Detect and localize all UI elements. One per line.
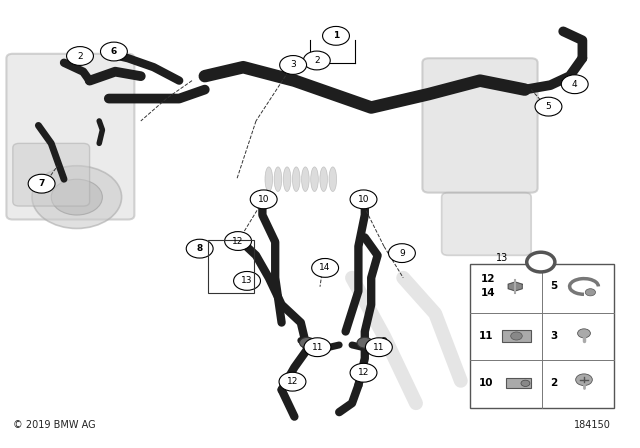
Circle shape [100, 42, 127, 61]
Text: 10: 10 [479, 378, 493, 388]
Circle shape [575, 374, 593, 386]
Text: 3: 3 [550, 331, 557, 341]
Circle shape [365, 338, 392, 357]
Bar [208, 240, 254, 293]
Circle shape [32, 166, 122, 228]
FancyBboxPatch shape [6, 54, 134, 220]
Circle shape [250, 190, 277, 209]
Text: 11: 11 [312, 343, 323, 352]
FancyBboxPatch shape [13, 143, 90, 206]
Circle shape [312, 258, 339, 277]
Circle shape [532, 256, 549, 268]
Circle shape [535, 97, 562, 116]
Circle shape [561, 75, 588, 94]
Circle shape [350, 363, 377, 382]
Circle shape [388, 244, 415, 263]
Text: 6: 6 [111, 47, 117, 56]
Circle shape [280, 56, 307, 74]
Circle shape [28, 174, 55, 193]
Text: 2: 2 [314, 56, 319, 65]
Text: 8: 8 [196, 244, 203, 253]
Circle shape [229, 232, 244, 243]
Circle shape [511, 332, 522, 340]
Circle shape [357, 337, 372, 348]
Circle shape [527, 252, 555, 272]
Text: 4: 4 [572, 80, 577, 89]
Bar [470, 264, 614, 408]
Ellipse shape [284, 167, 291, 192]
Ellipse shape [274, 167, 282, 192]
Ellipse shape [329, 167, 337, 192]
Ellipse shape [292, 167, 300, 192]
Circle shape [304, 338, 331, 357]
Circle shape [316, 259, 331, 270]
Text: 1: 1 [333, 31, 339, 40]
Circle shape [300, 337, 315, 348]
Circle shape [279, 372, 306, 391]
Circle shape [350, 190, 377, 209]
Text: 2: 2 [77, 52, 83, 60]
Circle shape [67, 47, 93, 65]
Circle shape [303, 51, 330, 70]
Circle shape [51, 179, 102, 215]
Text: 3: 3 [291, 60, 296, 69]
Polygon shape [508, 282, 522, 291]
Circle shape [586, 289, 596, 296]
Text: 9: 9 [399, 249, 404, 258]
Text: 12: 12 [481, 274, 495, 284]
Ellipse shape [301, 167, 309, 192]
Text: © 2019 BMW AG: © 2019 BMW AG [13, 420, 95, 430]
FancyBboxPatch shape [422, 58, 538, 193]
Ellipse shape [320, 167, 328, 192]
Text: 12: 12 [287, 377, 298, 386]
Circle shape [578, 329, 590, 338]
Text: 5: 5 [546, 102, 551, 111]
Text: 14: 14 [319, 263, 331, 272]
Text: 11: 11 [373, 343, 385, 352]
Ellipse shape [265, 167, 273, 192]
Circle shape [323, 26, 349, 45]
Text: 5: 5 [550, 281, 557, 292]
Bar [502, 330, 531, 342]
Ellipse shape [310, 167, 318, 192]
Text: 12: 12 [232, 237, 244, 246]
Text: 184150: 184150 [574, 420, 611, 430]
Text: 10: 10 [258, 195, 269, 204]
Circle shape [234, 271, 260, 290]
Text: 10: 10 [358, 195, 369, 204]
Bar [506, 379, 531, 388]
Circle shape [225, 232, 252, 250]
Circle shape [521, 380, 530, 387]
Text: 14: 14 [481, 288, 495, 298]
Text: 2: 2 [550, 378, 557, 388]
Text: 13: 13 [241, 276, 253, 285]
FancyBboxPatch shape [442, 193, 531, 255]
Text: 13: 13 [496, 253, 509, 263]
Circle shape [186, 239, 213, 258]
Text: 7: 7 [38, 179, 45, 188]
Text: 11: 11 [479, 331, 493, 341]
Text: 12: 12 [358, 368, 369, 377]
